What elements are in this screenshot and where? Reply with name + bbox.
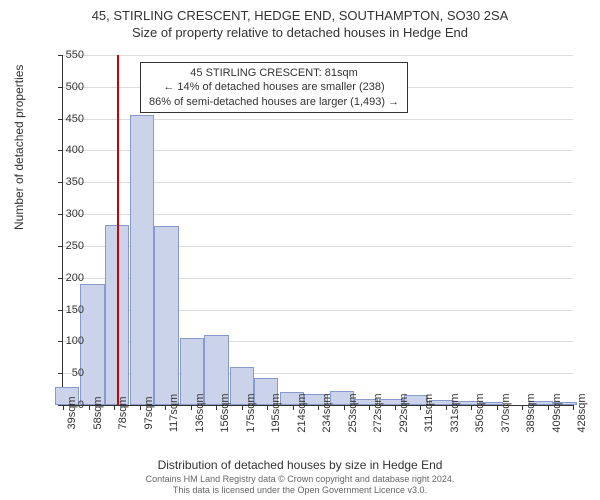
y-tick-label: 250 bbox=[44, 240, 84, 252]
y-axis-label: Number of detached properties bbox=[12, 65, 26, 230]
property-marker-line bbox=[117, 55, 119, 405]
x-tick-mark bbox=[497, 405, 498, 410]
x-tick-mark bbox=[420, 405, 421, 410]
x-tick-mark bbox=[318, 405, 319, 410]
x-tick-label: 136sqm bbox=[194, 393, 206, 432]
x-tick-label: 214sqm bbox=[296, 393, 308, 432]
x-tick-mark bbox=[369, 405, 370, 410]
x-tick-mark bbox=[548, 405, 549, 410]
y-tick-label: 100 bbox=[44, 335, 84, 347]
x-tick-label: 175sqm bbox=[245, 393, 257, 432]
gridline bbox=[63, 55, 573, 56]
x-tick-label: 97sqm bbox=[143, 396, 155, 429]
y-tick-label: 300 bbox=[44, 208, 84, 220]
histogram-bar bbox=[154, 226, 178, 405]
y-tick-label: 450 bbox=[44, 113, 84, 125]
x-tick-mark bbox=[573, 405, 574, 410]
x-tick-label: 292sqm bbox=[398, 393, 410, 432]
footer-line-2: This data is licensed under the Open Gov… bbox=[0, 485, 600, 496]
y-tick-label: 400 bbox=[44, 144, 84, 156]
x-tick-label: 117sqm bbox=[168, 394, 180, 432]
x-tick-label: 253sqm bbox=[347, 393, 359, 432]
y-tick-label: 500 bbox=[44, 81, 84, 93]
x-tick-mark bbox=[140, 405, 141, 410]
x-tick-label: 350sqm bbox=[474, 393, 486, 432]
x-axis-label: Distribution of detached houses by size … bbox=[0, 458, 600, 472]
x-tick-mark bbox=[242, 405, 243, 410]
x-tick-mark bbox=[446, 405, 447, 410]
x-tick-mark bbox=[395, 405, 396, 410]
chart-title-sub: Size of property relative to detached ho… bbox=[0, 23, 600, 40]
y-tick-label: 150 bbox=[44, 304, 84, 316]
x-tick-mark bbox=[191, 405, 192, 410]
y-tick-label: 200 bbox=[44, 272, 84, 284]
x-tick-label: 195sqm bbox=[270, 393, 282, 432]
x-tick-label: 156sqm bbox=[219, 393, 231, 432]
y-tick-label: 0 bbox=[44, 399, 84, 411]
x-tick-label: 331sqm bbox=[449, 393, 461, 432]
x-tick-label: 311sqm bbox=[423, 394, 435, 432]
x-tick-label: 58sqm bbox=[92, 396, 104, 429]
x-tick-label: 428sqm bbox=[576, 393, 588, 432]
x-tick-label: 78sqm bbox=[117, 396, 129, 429]
y-tick-label: 550 bbox=[44, 49, 84, 61]
x-tick-mark bbox=[89, 405, 90, 410]
x-tick-label: 389sqm bbox=[525, 393, 537, 432]
footer: Contains HM Land Registry data © Crown c… bbox=[0, 474, 600, 496]
x-tick-label: 409sqm bbox=[551, 393, 563, 432]
annotation-box: 45 STIRLING CRESCENT: 81sqm ← 14% of det… bbox=[140, 62, 408, 113]
x-tick-mark bbox=[522, 405, 523, 410]
x-tick-mark bbox=[344, 405, 345, 410]
x-tick-mark bbox=[293, 405, 294, 410]
y-tick-label: 350 bbox=[44, 176, 84, 188]
y-tick-label: 50 bbox=[44, 367, 84, 379]
x-tick-label: 370sqm bbox=[500, 393, 512, 432]
x-tick-mark bbox=[165, 405, 166, 410]
annotation-line-3: 86% of semi-detached houses are larger (… bbox=[149, 95, 399, 109]
x-tick-mark bbox=[267, 405, 268, 410]
annotation-line-2: ← 14% of detached houses are smaller (23… bbox=[149, 80, 399, 94]
x-tick-label: 234sqm bbox=[321, 393, 333, 432]
histogram-bar bbox=[130, 115, 154, 405]
x-tick-mark bbox=[114, 405, 115, 410]
chart-title-main: 45, STIRLING CRESCENT, HEDGE END, SOUTHA… bbox=[0, 0, 600, 23]
x-tick-label: 272sqm bbox=[372, 393, 384, 432]
annotation-line-1: 45 STIRLING CRESCENT: 81sqm bbox=[149, 66, 399, 80]
x-tick-label: 39sqm bbox=[66, 396, 78, 429]
footer-line-1: Contains HM Land Registry data © Crown c… bbox=[0, 474, 600, 485]
x-tick-mark bbox=[216, 405, 217, 410]
x-tick-mark bbox=[471, 405, 472, 410]
